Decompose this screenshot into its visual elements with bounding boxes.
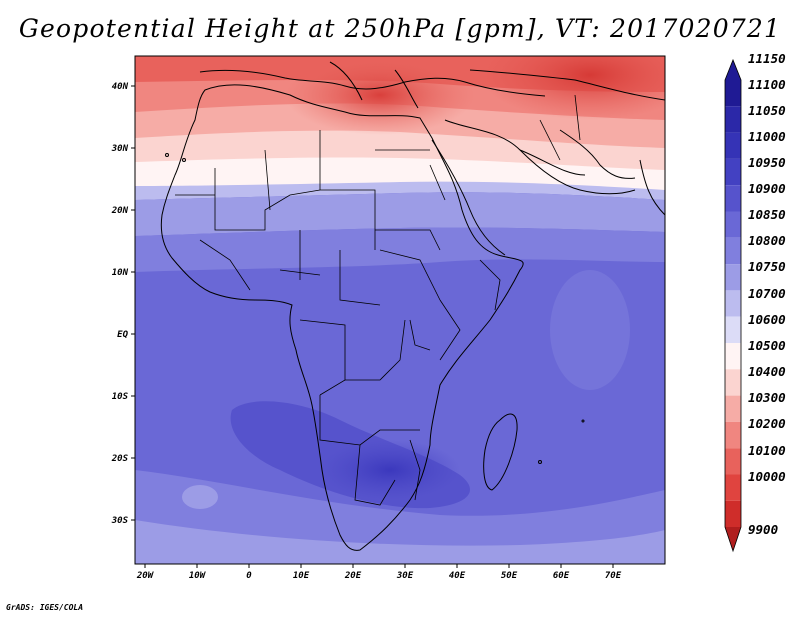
colorbar-label: 11100 [748, 77, 786, 92]
latitude-labels: 40N 30N 20N 10N EQ 10S 20S 30S [111, 82, 129, 526]
colorbar-label: 10800 [748, 233, 786, 248]
colorbar-label: 10400 [748, 364, 786, 379]
colorbar-label: 10200 [748, 416, 786, 431]
colorbar-top-arrow [725, 60, 741, 80]
colorbar-label: 10900 [748, 181, 786, 196]
colorbar-swatch [725, 290, 741, 317]
lat-label: 10S [112, 392, 129, 402]
colorbar-swatch [725, 185, 741, 212]
lat-label: 30S [111, 516, 129, 526]
colorbar-label: 10600 [748, 312, 786, 327]
colorbar-swatch [725, 316, 741, 343]
colorbar-swatch [725, 448, 741, 475]
lat-label: 10N [112, 268, 129, 278]
lat-label: 30N [111, 144, 129, 154]
lon-label: 20W [136, 571, 155, 581]
colorbar-label: 10300 [748, 390, 786, 405]
lat-label: 40N [112, 82, 129, 92]
colorbar-swatch [725, 80, 741, 107]
lon-label: 50E [501, 571, 518, 581]
lon-label: 40E [449, 571, 466, 581]
longitude-labels: 20W 10W 0 10E 20E 30E 40E 50E 60E 70E [136, 571, 622, 581]
colorbar-label: 10700 [748, 286, 786, 301]
lon-label: 0 [246, 571, 252, 581]
colorbar-label: 10950 [748, 155, 786, 170]
chart-title: Geopotential Height at 250hPa [gpm], VT:… [18, 14, 782, 43]
lon-label: 10W [189, 571, 207, 581]
colorbar-label: 10100 [748, 443, 786, 458]
colorbar-label: 10850 [748, 207, 786, 222]
lon-label: 10E [293, 571, 310, 581]
colorbar-swatch [725, 132, 741, 159]
colorbar-swatch [725, 264, 741, 291]
colorbar: 11150 11100 11050 11000 10950 10900 1085… [724, 51, 786, 553]
colorbar-swatch [725, 211, 741, 238]
colorbar-label: 9900 [748, 522, 778, 537]
lon-label: 60E [553, 571, 570, 581]
country-borders [175, 94, 581, 506]
lon-label: 70E [605, 571, 622, 581]
colorbar-label: 11150 [748, 51, 786, 66]
tick-marks [131, 85, 614, 568]
colorbar-swatch [725, 500, 741, 528]
colorbar-swatch [725, 237, 741, 265]
colorbar-swatch [725, 106, 741, 133]
coastlines [160, 61, 665, 551]
lat-label: 20S [111, 454, 129, 464]
colorbar-bottom-arrow [725, 527, 741, 551]
footer-credit: GrADS: IGES/COLA [6, 603, 84, 612]
colorbar-swatch [725, 421, 741, 449]
colorbar-label: 11000 [748, 129, 786, 144]
colorbar-label: 10750 [748, 259, 786, 274]
colorbar-swatch [725, 474, 741, 501]
height-field [135, 56, 665, 564]
colorbar-label: 10000 [748, 469, 786, 484]
colorbar-swatch [725, 395, 741, 422]
lon-label: 20E [344, 571, 362, 581]
colorbar-label: 11050 [748, 103, 786, 118]
colorbar-swatch [725, 343, 741, 370]
colorbar-swatch [725, 158, 741, 186]
colorbar-swatch [725, 369, 741, 396]
colorbar-label: 10500 [748, 338, 786, 353]
lat-label: EQ [117, 330, 128, 340]
lat-label: 20N [111, 206, 129, 216]
lon-label: 30E [396, 571, 414, 581]
map-frame [134, 55, 666, 565]
